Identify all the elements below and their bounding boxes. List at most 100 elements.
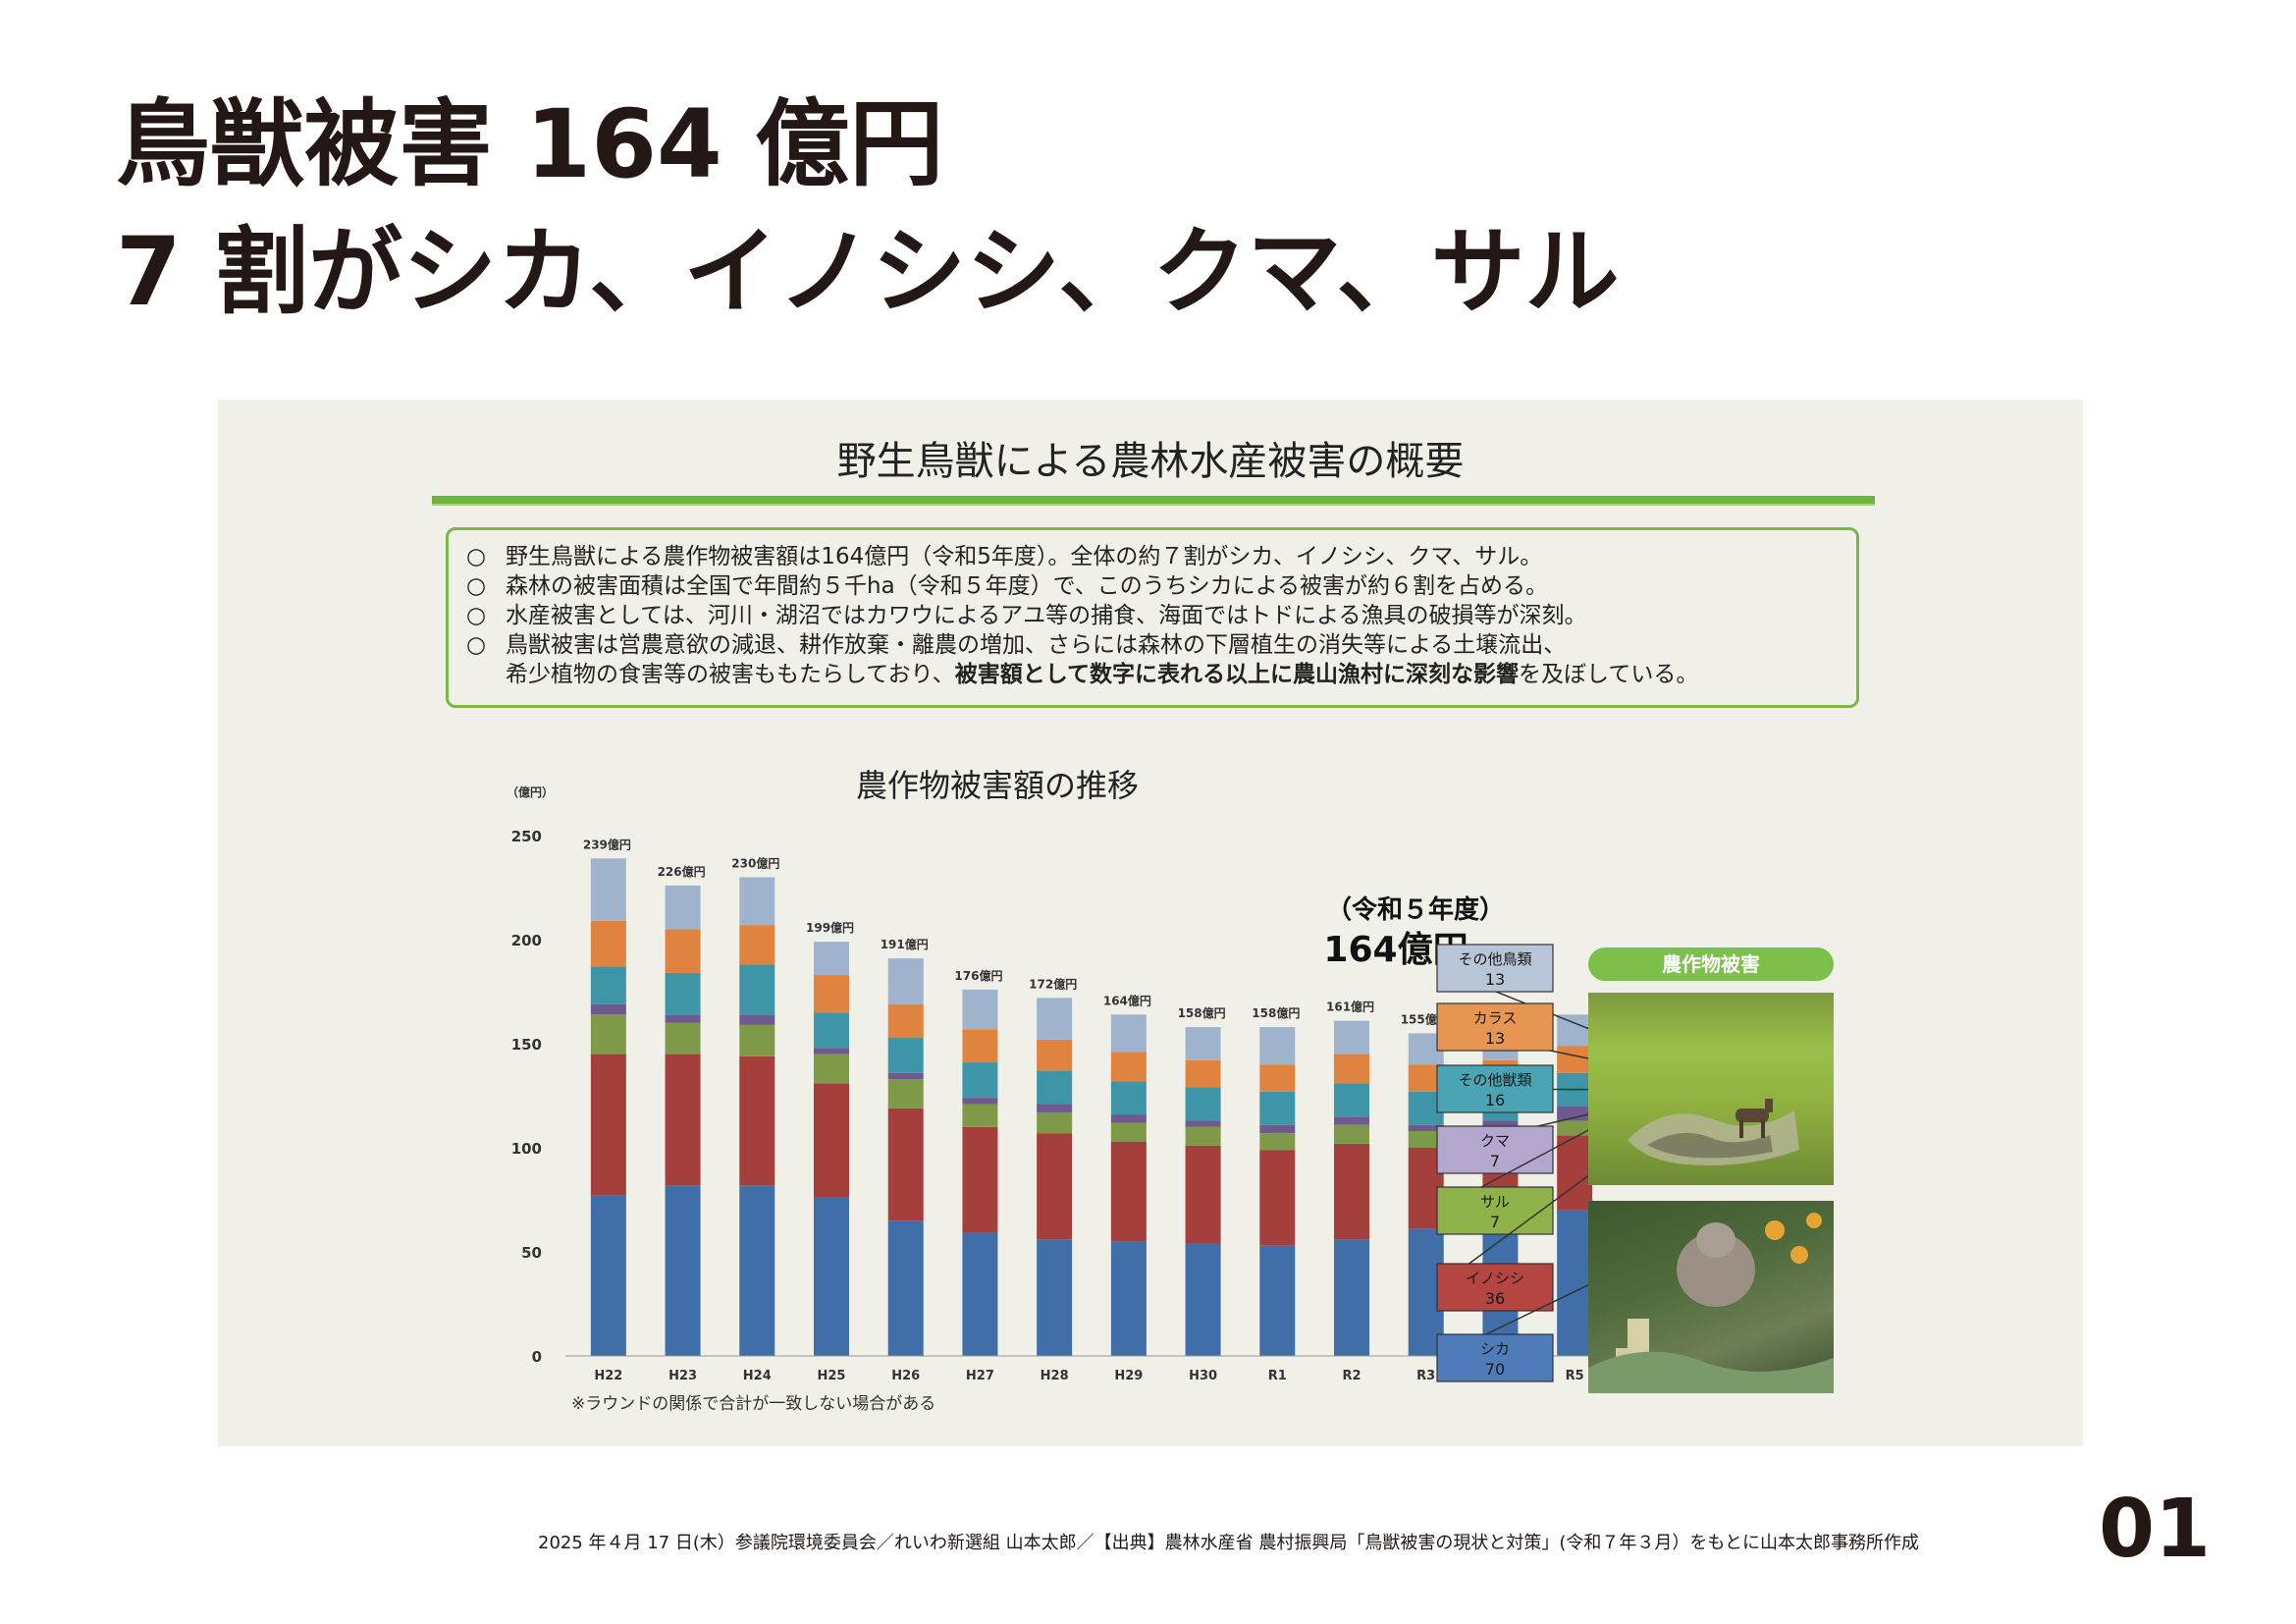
- bar-segment: [1334, 1116, 1369, 1125]
- bar-segment: [590, 966, 626, 1004]
- callout-year: （令和５年度）: [1326, 894, 1505, 925]
- bar-segment: [1259, 1064, 1296, 1092]
- bar-segment: [1334, 1124, 1369, 1144]
- x-tick-label: H26: [891, 1369, 920, 1383]
- chart-title: 農作物被害額の推移: [856, 767, 1140, 804]
- legend-series-value: 7: [1490, 1213, 1500, 1231]
- stacked-bar-chart: （億円） 0 50 100 150 200 250 H22 239億円 H23 226億円 H24 23…: [507, 785, 1612, 1414]
- bar-segment: [1557, 1046, 1593, 1073]
- y-tick-label: 200: [511, 932, 542, 949]
- bar-segment: [1185, 1120, 1221, 1127]
- x-tick-label: H23: [668, 1369, 697, 1383]
- total-label: 158億円: [1178, 1005, 1226, 1020]
- bar-segment: [1408, 1131, 1444, 1148]
- bar-segment: [887, 1003, 924, 1038]
- bar-segment: [1482, 1120, 1519, 1127]
- legend-box: [1436, 1002, 1554, 1052]
- bar-segment: [665, 1022, 701, 1055]
- bullet-text: 水産被害としては、河川・湖沼ではカワウによるアユ等の捕食、海面ではトドによる漁具…: [506, 603, 1587, 628]
- total-label: 226億円: [658, 864, 706, 879]
- circle-bullet-icon: ○: [466, 603, 487, 628]
- circle-bullet-icon: ○: [466, 544, 487, 569]
- bar-segment: [962, 1062, 998, 1099]
- bar-segment: [665, 1185, 701, 1356]
- bar-segment: [1185, 1243, 1221, 1356]
- x-tick-label: H27: [966, 1369, 994, 1383]
- total-label: 176億円: [954, 968, 1002, 983]
- bar-segment: [1037, 1070, 1073, 1105]
- slide-image: 野生鳥獣による農林水産被害の概要 ○ 野生鳥獣による農作物被害額は164億円（令和…: [218, 400, 2083, 1446]
- legend-box: [1436, 1186, 1554, 1235]
- bar-segment: [1259, 1245, 1296, 1356]
- bar-segment: [1557, 1120, 1593, 1136]
- x-tick-label: R2: [1342, 1369, 1361, 1383]
- bullet-text: 野生鳥獣による農作物被害額は164億円（令和5年度）。全体の約７割がシカ、イノシ…: [506, 544, 1543, 569]
- bullet-text: 鳥獣被害は営農意欲の減退、耕作放棄・離農の増加、さらには森林の下層植生の消失等に…: [506, 632, 1567, 658]
- bar-segment: [1110, 1114, 1147, 1123]
- bar-segment: [739, 925, 775, 965]
- monkey-in-crop-photo: [1588, 1201, 1834, 1393]
- bar-segment: [1037, 1111, 1073, 1134]
- bullet-text: を及ぼしている。: [1519, 662, 1699, 687]
- summary-bullet-4: ○ 鳥獣被害は営農意欲の減退、耕作放棄・離農の増加、さらには森林の下層植生の消失等…: [466, 630, 1856, 660]
- legend-series-name: その他鳥類: [1458, 950, 1531, 968]
- y-tick-label: 100: [511, 1140, 542, 1158]
- bar-segment: [887, 1220, 924, 1356]
- bar-segment: [1037, 1104, 1073, 1112]
- bar-segment: [1110, 1141, 1147, 1242]
- legend-series-value: 16: [1485, 1091, 1505, 1110]
- bullet-text: 希少植物の食害等の被害ももたらしており、: [506, 662, 955, 687]
- bar-segment: [1557, 1014, 1593, 1047]
- bar-segment: [739, 877, 775, 926]
- bar-segment: [1334, 1054, 1369, 1084]
- photo-label: 農作物被害: [1588, 947, 1834, 981]
- bar-segment: [1259, 1133, 1296, 1151]
- page-number: 01: [2099, 1483, 2212, 1576]
- legend-box: [1436, 1333, 1554, 1382]
- summary-box: ○ 野生鳥獣による農作物被害額は164億円（令和5年度）。全体の約７割がシカ、イノ…: [446, 527, 1859, 708]
- bar-segment: [1110, 1014, 1147, 1053]
- bar-segment: [814, 1054, 849, 1084]
- bar-segment: [887, 1037, 924, 1073]
- bar-segment: [1110, 1122, 1147, 1142]
- bar-segment: [665, 1014, 701, 1023]
- bar-segment: [1110, 1081, 1147, 1115]
- bar-segment: [814, 1012, 849, 1049]
- x-tick-label: H25: [818, 1369, 846, 1383]
- x-tick-label: R1: [1268, 1369, 1287, 1383]
- bar-segment: [1037, 1133, 1073, 1240]
- bar-segment: [590, 1014, 626, 1055]
- bar-segment: [814, 1197, 849, 1356]
- y-tick-label: 150: [511, 1036, 542, 1054]
- bar-segment: [1185, 1027, 1221, 1060]
- bar-segment: [665, 1054, 701, 1186]
- y-tick-label: 50: [521, 1244, 542, 1262]
- bar-segment: [590, 1003, 626, 1015]
- bar-segment: [1185, 1145, 1221, 1244]
- legend-box: [1436, 1125, 1554, 1174]
- bar-segment: [887, 1072, 924, 1080]
- y-tick-label: 0: [532, 1348, 542, 1366]
- bar-segment: [814, 975, 849, 1013]
- bar-segment: [1557, 1135, 1593, 1211]
- bar-segment: [590, 858, 626, 921]
- y-axis-unit-label: （億円）: [507, 785, 554, 799]
- bar-segment: [814, 1048, 849, 1055]
- x-tick-label: R3: [1416, 1369, 1435, 1383]
- legend-series-value: 36: [1485, 1289, 1505, 1308]
- bar-segment: [962, 989, 998, 1030]
- bar-segment: [962, 1029, 998, 1063]
- bar-segment: [665, 929, 701, 973]
- legend-box: [1436, 1263, 1554, 1312]
- legend-series-name: カラス: [1473, 1009, 1518, 1027]
- bar-segment: [1110, 1241, 1147, 1356]
- bar-segment: [590, 920, 626, 967]
- bar-segment: [739, 1185, 775, 1356]
- legend-series-value: 13: [1485, 970, 1505, 989]
- x-tick-label: H22: [594, 1369, 622, 1383]
- footer-source: 2025 年４月 17 日(木）参議院環境委員会／れいわ新選組 山本太郎／【出典…: [538, 1533, 1919, 1553]
- bar-segment: [887, 1079, 924, 1109]
- x-tick-label: R5: [1566, 1369, 1584, 1383]
- summary-bullet-4-continued: 希少植物の食害等の被害ももたらしており、被害額として数字に表れる以上に農山漁村に…: [466, 660, 1856, 689]
- bar-segment: [1408, 1124, 1444, 1132]
